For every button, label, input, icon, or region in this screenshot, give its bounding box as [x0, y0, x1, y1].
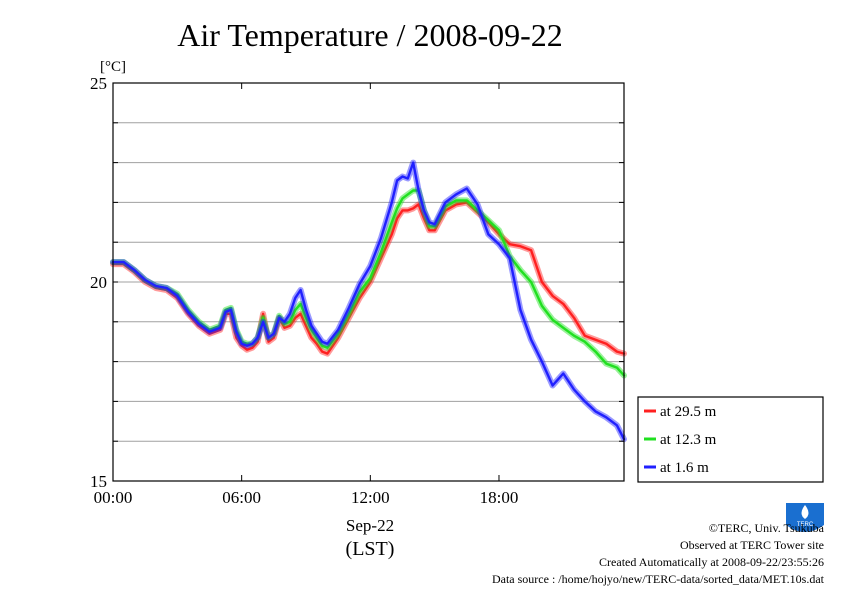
y-tick-label: 15	[90, 472, 107, 491]
series-line-halo	[110, 187, 627, 379]
legend-item: at 29.5 m	[644, 404, 717, 420]
legend-label: at 1.6 m	[660, 460, 709, 476]
x-axis-timezone-label: (LST)	[346, 538, 395, 560]
x-tick-label: 00:00	[94, 488, 133, 507]
series-line-halo	[110, 159, 627, 443]
logo-text: TERC	[797, 522, 814, 528]
series-2	[110, 159, 627, 443]
tick-layer: 00:00 06:00 12:00 18:00 15 20 25	[90, 74, 624, 507]
legend-box	[637, 396, 824, 483]
y-tick-label: 20	[90, 273, 107, 292]
credit-site: Observed at TERC Tower site	[680, 538, 824, 552]
legend-label: at 29.5 m	[660, 404, 717, 420]
legend-item: at 12.3 m	[644, 432, 717, 448]
terc-logo: TERC	[786, 503, 824, 532]
chart-title: Air Temperature / 2008-09-22	[177, 17, 563, 53]
series-layer	[110, 159, 627, 443]
logo-drop-icon	[801, 505, 809, 519]
credit-copyright: ©TERC, Univ. Tsukuba	[709, 521, 825, 535]
credits: ©TERC, Univ. Tsukuba Observed at TERC To…	[492, 521, 825, 586]
y-axis-label: [°C]	[100, 59, 126, 75]
x-tick-label: 06:00	[222, 488, 261, 507]
x-tick-label: 18:00	[480, 488, 519, 507]
legend: at 29.5 m at 12.3 m at 1.6 m	[637, 396, 824, 483]
series-1	[110, 187, 627, 379]
credit-created: Created Automatically at 2008-09-22/23:5…	[599, 555, 824, 569]
x-tick-label: 12:00	[351, 488, 390, 507]
legend-items: at 29.5 m at 12.3 m at 1.6 m	[644, 404, 717, 476]
legend-item: at 1.6 m	[644, 460, 709, 476]
credit-source: Data source : /home/hojyo/new/TERC-data/…	[492, 572, 825, 586]
x-axis-date-label: Sep-22	[346, 516, 394, 535]
series-line	[111, 161, 626, 441]
y-tick-label: 25	[90, 74, 107, 93]
legend-label: at 12.3 m	[660, 432, 717, 448]
